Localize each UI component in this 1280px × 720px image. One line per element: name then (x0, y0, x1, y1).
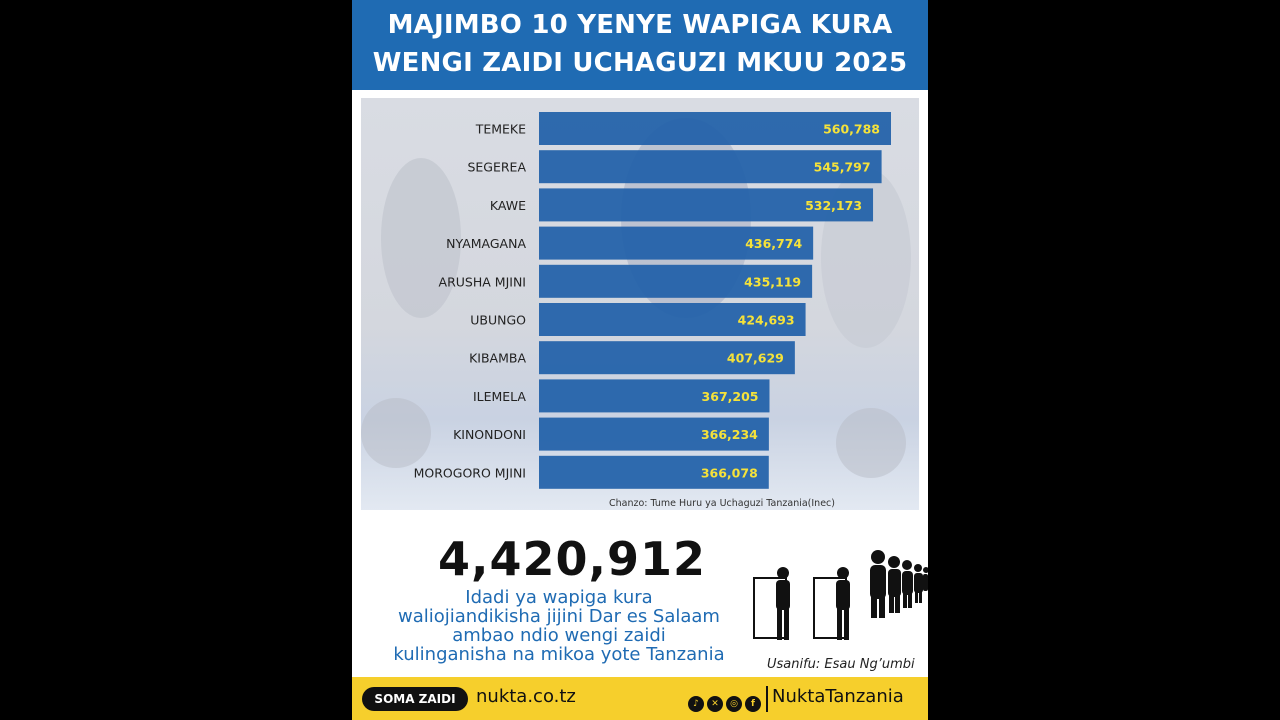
header-banner: MAJIMBO 10 YENYE WAPIGA KURA WENGI ZAIDI… (352, 0, 928, 90)
website-link[interactable]: nukta.co.tz (476, 686, 576, 707)
category-label: TEMEKE (475, 122, 526, 137)
category-label: KAWE (490, 198, 526, 213)
footer-divider (766, 686, 768, 712)
value-label: 532,173 (805, 198, 862, 213)
x-icon[interactable]: ✕ (707, 696, 723, 712)
instagram-icon[interactable]: ◎ (726, 696, 742, 712)
bar-temeke (539, 112, 891, 145)
value-label: 560,788 (823, 122, 880, 137)
category-label: MOROGORO MJINI (414, 465, 526, 480)
background-photo-shape (361, 398, 431, 468)
read-more-button[interactable]: SOMA ZAIDI (362, 687, 468, 711)
caption-line: ambao ndio wengi zaidi (452, 625, 666, 646)
value-label: 436,774 (745, 236, 802, 251)
bar-arusha-mjini (539, 264, 813, 298)
infographic-panel: MAJIMBO 10 YENYE WAPIGA KURA WENGI ZAIDI… (352, 0, 928, 720)
category-label: UBUNGO (470, 313, 526, 328)
value-label: 435,119 (744, 274, 801, 289)
value-label: 407,629 (727, 351, 784, 366)
bar-ilemela (539, 379, 770, 413)
background-photo-shape (381, 158, 461, 318)
bar-morogoro-mjini (539, 455, 769, 489)
value-label: 545,797 (814, 160, 871, 175)
caption-line: kulinganisha na mikoa yote Tanzania (393, 644, 725, 665)
design-credit: Usanifu: Esau Ng’umbi (767, 657, 915, 672)
source-note: Chanzo: Tume Huru ya Uchaguzi Tanzania(I… (609, 498, 835, 509)
facebook-icon[interactable]: f (745, 696, 761, 712)
caption-line: waliojiandikisha jijini Dar es Salaam (398, 606, 720, 627)
bar-chart: TEMEKE 560,788 SEGEREA 545,797 KAWE 532,173 NY… (414, 112, 891, 489)
bar-nyamagana (539, 226, 814, 260)
bar-ubungo (539, 303, 806, 336)
category-label: ARUSHA MJINI (439, 274, 526, 289)
total-voters-number: 4,420,912 (438, 532, 706, 586)
bar-kibamba (539, 341, 795, 375)
category-label: NYAMAGANA (446, 236, 526, 251)
bar-segerea (539, 150, 882, 184)
bar-kinondoni (539, 417, 769, 451)
value-label: 424,693 (738, 313, 795, 328)
footer-bar: SOMA ZAIDI nukta.co.tz ♪ ✕ ◎ f NuktaTanzani… (352, 677, 928, 720)
summary-caption: Idadi ya wapiga kura waliojiandikisha ji… (362, 588, 756, 664)
category-label: KIBAMBA (469, 351, 526, 366)
social-icons: ♪ ✕ ◎ f (688, 691, 764, 712)
social-handle[interactable]: NuktaTanzania (772, 686, 904, 707)
bar-kawe (539, 188, 874, 222)
tiktok-icon[interactable]: ♪ (688, 696, 704, 712)
title-line-1: MAJIMBO 10 YENYE WAPIGA KURA (387, 10, 893, 40)
background-photo-shape (836, 408, 906, 478)
title-line-2: WENGI ZAIDI UCHAGUZI MKUU 2025 (372, 48, 908, 78)
value-label: 367,205 (702, 389, 759, 404)
voters-queue-icon (753, 550, 928, 640)
category-label: KINONDONI (453, 427, 526, 442)
chart-area: TEMEKE 560,788 SEGEREA 545,797 KAWE 532,173 NY… (361, 98, 919, 510)
category-label: SEGEREA (467, 160, 526, 175)
value-label: 366,078 (701, 465, 758, 480)
value-label: 366,234 (701, 427, 758, 442)
category-label: ILEMELA (473, 389, 526, 404)
caption-line: Idadi ya wapiga kura (465, 587, 653, 608)
